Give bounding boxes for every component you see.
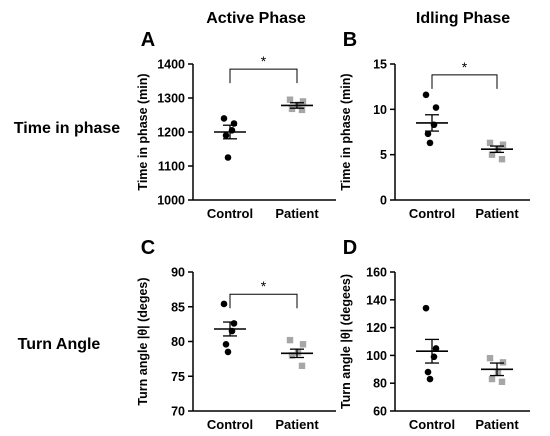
y-tick-label: 140: [366, 293, 387, 307]
data-point-patient: [288, 352, 296, 359]
y-tick-label: 60: [373, 405, 387, 419]
data-point-patient: [499, 359, 507, 366]
data-point-patient: [488, 375, 496, 383]
data-point-patient: [288, 105, 296, 113]
row-label-turn: Turn Angle: [18, 336, 101, 353]
y-tick-label: 160: [366, 266, 387, 280]
data-point-control: [224, 154, 232, 161]
y-tick-label: 10: [373, 103, 387, 117]
row-label-time: Time in phase: [14, 120, 121, 137]
data-point-patient: [499, 141, 507, 148]
y-tick-label: 90: [171, 266, 185, 280]
y-tick-label: 80: [373, 377, 387, 391]
y-tick-label: 75: [171, 370, 185, 384]
panel-a: A 1000 1100 1200 1300 1400 Time in phase (min)…: [136, 29, 336, 221]
significance-bracket: [431, 74, 498, 89]
data-point-control: [230, 320, 238, 327]
data-point-control: [220, 300, 228, 308]
y-tick-label: 1200: [157, 126, 185, 140]
significance-bracket: [229, 293, 298, 309]
data-point-patient: [286, 96, 294, 103]
y-tick-label: 85: [171, 300, 185, 314]
data-point-control: [422, 91, 430, 99]
data-point-control: [432, 104, 440, 111]
y-axis-label: Turn angle |θ| (degees): [339, 274, 353, 409]
x-tick-label: Patient: [275, 206, 319, 221]
significance-star: *: [261, 53, 267, 69]
y-tick-label: 80: [171, 335, 185, 349]
data-point-control: [432, 345, 440, 352]
data-point-patient: [299, 341, 307, 348]
significance-bracket: [229, 68, 298, 84]
data-point-control: [224, 348, 232, 356]
panel-d: D 60 80 100 120 140 160 Turn angle |θ| (degees)…: [339, 237, 530, 432]
panel-letter: D: [343, 237, 357, 259]
x-tick-label: Control: [409, 206, 455, 221]
data-point-patient: [494, 368, 502, 376]
data-point-patient: [299, 98, 307, 105]
column-title-active: Active Phase: [206, 10, 306, 27]
x-tick-label: Control: [409, 417, 455, 432]
data-point-control: [426, 375, 434, 383]
y-axis-label: Turn angle |θ| (deges): [136, 277, 150, 405]
panel-c: C 70 75 80 85 90 Turn angle |θ| (deges) Control…: [136, 237, 336, 432]
y-tick-label: 1400: [157, 58, 185, 72]
data-point-patient: [488, 151, 496, 158]
data-point-patient: [486, 354, 494, 362]
data-point-control: [222, 132, 230, 139]
significance-star: *: [261, 278, 267, 294]
data-point-control: [422, 304, 430, 312]
y-tick-label: 0: [380, 194, 387, 208]
data-point-patient: [486, 139, 494, 147]
y-axis-label: Time in phase (min): [339, 73, 353, 190]
x-tick-label: Control: [207, 206, 253, 221]
panel-b: B 0 5 10 15 Time in phase (min) Control Patient…: [339, 29, 530, 221]
y-tick-label: 120: [366, 321, 387, 335]
panel-letter: A: [141, 29, 155, 51]
panel-letter: C: [141, 237, 155, 259]
y-tick-label: 5: [380, 148, 387, 162]
x-tick-label: Patient: [275, 417, 319, 432]
data-point-control: [424, 130, 432, 138]
significance-star: *: [462, 59, 468, 75]
y-axis-label: Time in phase (min): [136, 73, 150, 190]
y-tick-label: 70: [171, 405, 185, 419]
data-point-patient: [298, 362, 306, 370]
y-tick-label: 100: [366, 349, 387, 363]
data-point-patient: [498, 378, 506, 386]
data-point-patient: [498, 156, 506, 163]
data-point-patient: [286, 336, 294, 344]
data-point-control: [424, 368, 432, 376]
data-point-control: [222, 340, 230, 348]
panel-letter: B: [343, 29, 357, 51]
y-tick-label: 1300: [157, 92, 185, 106]
column-title-idling: Idling Phase: [416, 10, 510, 27]
data-point-control: [426, 139, 434, 147]
x-tick-label: Control: [207, 417, 253, 432]
x-tick-label: Patient: [475, 206, 519, 221]
data-point-control: [220, 115, 228, 122]
data-point-patient: [298, 106, 306, 114]
y-tick-label: 1000: [157, 194, 185, 208]
y-tick-label: 1100: [158, 160, 185, 174]
y-tick-label: 15: [373, 58, 387, 72]
x-tick-label: Patient: [475, 417, 519, 432]
